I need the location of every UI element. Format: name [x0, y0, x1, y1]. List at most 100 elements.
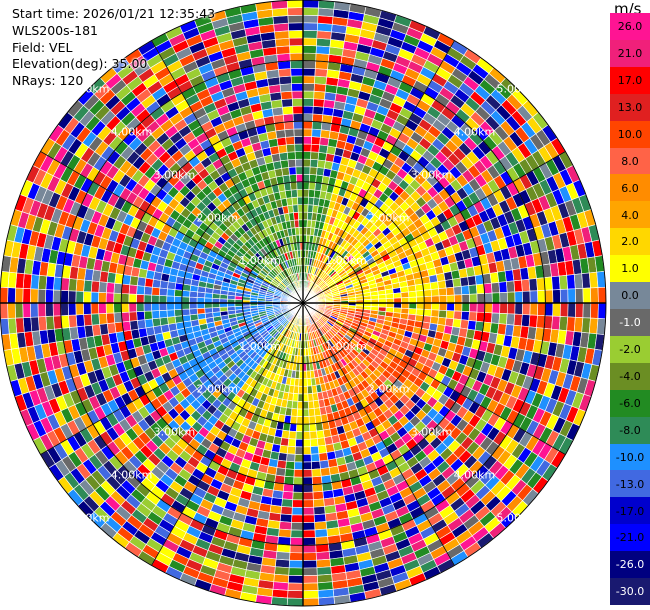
velocity-cell — [491, 292, 501, 304]
velocity-cell — [536, 277, 546, 292]
velocity-cell — [385, 302, 395, 309]
velocity-cell — [105, 292, 115, 304]
velocity-cell — [289, 537, 304, 546]
velocity-cell — [294, 151, 304, 160]
velocity-cell — [551, 275, 561, 291]
velocity-cell — [302, 484, 314, 493]
velocity-cell — [400, 291, 410, 299]
velocity-cell — [287, 158, 297, 168]
velocity-cell — [393, 292, 402, 299]
velocity-cell — [289, 552, 304, 561]
velocity-cell — [476, 293, 486, 304]
velocity-cell — [302, 453, 312, 463]
velocity-cell — [317, 581, 334, 591]
velocity-cell — [370, 294, 379, 300]
velocity-cell — [98, 291, 107, 304]
velocity-cell — [173, 302, 183, 311]
velocity-cell — [529, 290, 539, 304]
velocity-cell — [590, 287, 599, 304]
velocity-cell — [284, 128, 295, 138]
velocity-cell — [128, 284, 138, 295]
velocity-cell — [582, 302, 592, 319]
velocity-cell — [173, 295, 183, 304]
velocity-cell — [302, 158, 311, 168]
velocity-cell — [289, 52, 304, 62]
velocity-cell — [211, 297, 221, 304]
colorbar-segment: -21.0 — [610, 524, 650, 552]
velocity-cell — [189, 296, 198, 304]
velocity-cell — [166, 295, 175, 304]
velocity-cell — [401, 302, 410, 309]
velocity-cell — [491, 282, 501, 294]
velocity-cell — [295, 438, 304, 448]
velocity-cell — [306, 378, 313, 387]
velocity-cell — [302, 438, 311, 448]
velocity-cell — [286, 151, 296, 161]
velocity-cell — [302, 597, 320, 607]
velocity-cell — [314, 68, 328, 78]
colorbar: 26.0 21.0 17.0 13.0 10.0 8.0 6.0 4.0 2.0 1.0 0.0 -1… — [610, 13, 650, 606]
velocity-cell — [275, 45, 291, 55]
velocity-cell — [273, 22, 290, 33]
velocity-cell — [318, 452, 329, 462]
velocity-cell — [67, 302, 77, 316]
velocity-cell — [415, 289, 425, 298]
velocity-cell — [287, 14, 304, 24]
velocity-cell — [414, 283, 424, 292]
velocity-cell — [279, 83, 293, 93]
velocity-cell — [45, 302, 54, 317]
colorbar-segment: 8.0 — [610, 147, 650, 175]
velocity-cell — [273, 573, 290, 584]
velocity-cell — [302, 506, 315, 516]
velocity-cell — [281, 98, 294, 108]
range-ring-label: 4.00km — [454, 468, 496, 481]
velocity-cell — [314, 528, 328, 538]
velocity-cell — [320, 467, 331, 477]
velocity-cell — [308, 415, 317, 425]
velocity-cell — [302, 514, 315, 523]
velocity-cell — [282, 113, 294, 123]
velocity-cell — [181, 302, 190, 310]
velocity-cell — [573, 273, 584, 290]
velocity-cell — [459, 276, 470, 287]
velocity-cell — [189, 302, 198, 310]
velocity-cell — [14, 302, 24, 319]
velocity-cell — [317, 151, 328, 162]
velocity-cell — [297, 393, 304, 402]
velocity-cell — [283, 182, 292, 192]
velocity-cell — [469, 302, 478, 313]
velocity-cell — [310, 453, 320, 463]
velocity-cell — [423, 302, 433, 311]
velocity-cell — [476, 302, 486, 313]
velocity-cell — [302, 431, 311, 440]
velocity-cell — [289, 45, 304, 54]
scan-info: Start time: 2026/01/21 12:35:43 WLS200s-… — [12, 6, 215, 90]
velocity-cell — [275, 129, 286, 139]
velocity-cell — [453, 310, 463, 320]
velocity-cell — [315, 422, 324, 432]
velocity-cell — [274, 30, 290, 40]
velocity-cell — [459, 319, 470, 330]
velocity-cell — [309, 423, 317, 432]
velocity-cell — [316, 30, 332, 40]
colorbar-segment: 21.0 — [610, 39, 650, 68]
velocity-cell — [590, 302, 599, 319]
velocity-cell — [444, 317, 455, 328]
velocity-cell — [597, 286, 607, 304]
velocity-cell — [159, 316, 169, 326]
velocity-cell — [276, 136, 287, 147]
velocity-cell — [316, 558, 332, 569]
velocity-cell — [286, 143, 296, 153]
velocity-cell — [484, 292, 493, 304]
velocity-cell — [311, 121, 323, 131]
colorbar-segment: 26.0 — [610, 13, 650, 41]
velocity-cell — [280, 159, 290, 169]
velocity-cell — [302, 476, 313, 486]
velocity-cell — [295, 423, 304, 433]
velocity-cell — [272, 15, 289, 25]
velocity-cell — [272, 581, 289, 591]
velocity-cell — [14, 287, 24, 304]
velocity-cell — [468, 311, 478, 322]
velocity-cell — [378, 293, 387, 300]
velocity-cell — [83, 302, 92, 315]
